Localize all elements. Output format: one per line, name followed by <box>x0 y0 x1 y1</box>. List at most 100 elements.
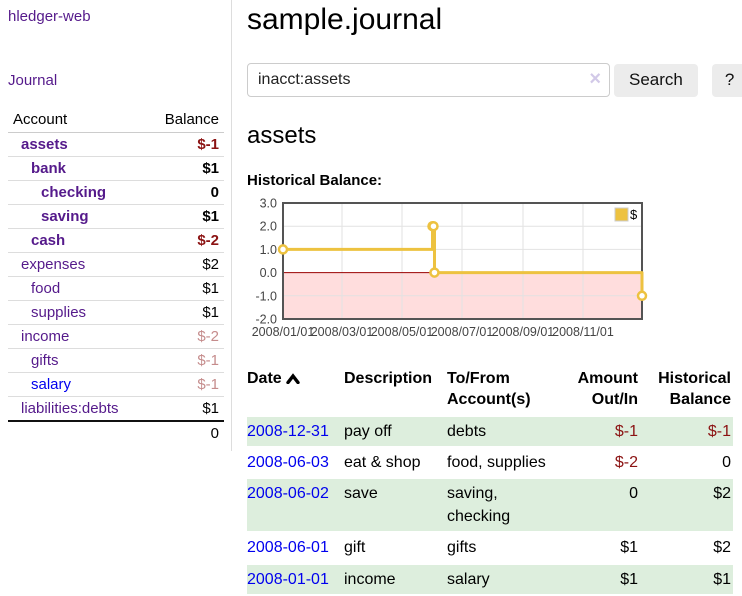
account-link-liabilities-debts[interactable]: liabilities:debts <box>21 400 119 417</box>
search-button[interactable]: Search <box>614 63 698 97</box>
transaction-description: save <box>344 478 447 532</box>
account-balance: $2 <box>144 252 224 277</box>
account-row: bank $1 <box>8 156 224 181</box>
account-balance: $-1 <box>197 136 219 153</box>
register-row: 2008-12-31 pay off debts $-1 $-1 <box>247 416 733 446</box>
account-link-supplies[interactable]: supplies <box>31 304 87 321</box>
register-header-amount: Amount Out/In <box>577 370 638 408</box>
transaction-balance: $2 <box>713 539 731 557</box>
account-balance: $-1 <box>144 348 224 373</box>
register-row: 2008-06-01 gift gifts $1 $2 <box>247 533 733 562</box>
help-button[interactable]: ? <box>711 63 742 97</box>
account-row: assets $-1 <box>8 133 224 157</box>
register-header-date-label: Date <box>247 370 282 387</box>
transaction-amount: $-1 <box>555 416 640 446</box>
search-input-wrap: × <box>247 63 610 97</box>
transaction-balance: $-1 <box>640 416 733 446</box>
account-balance: 0 <box>144 180 224 205</box>
transaction-date-link[interactable]: 2008-12-31 <box>247 422 329 440</box>
account-link-expenses[interactable]: expenses <box>21 256 86 273</box>
page-title: sample.journal <box>247 3 443 36</box>
sidebar: hledger-web Journal Account Balance asse… <box>0 0 232 451</box>
account-link-bank[interactable]: bank <box>31 160 67 177</box>
account-link-income[interactable]: income <box>21 328 70 345</box>
svg-text:0.0: 0.0 <box>260 266 277 280</box>
account-balance: $-2 <box>144 228 224 253</box>
svg-text:$: $ <box>630 207 638 222</box>
account-page-title: assets <box>247 122 317 149</box>
register-row: 2008-06-03 eat & shop food, supplies $-2… <box>247 448 733 477</box>
account-link-assets[interactable]: assets <box>21 136 68 153</box>
accounts-header-account: Account <box>8 108 145 133</box>
account-link-saving[interactable]: saving <box>41 208 89 225</box>
svg-text:1.0: 1.0 <box>260 243 277 257</box>
transaction-balance: $1 <box>640 564 733 594</box>
account-link-gifts[interactable]: gifts <box>31 352 59 369</box>
svg-text:-2.0: -2.0 <box>255 313 277 327</box>
account-link-food[interactable]: food <box>31 280 61 297</box>
search-input[interactable] <box>247 63 610 97</box>
account-row: income $-2 <box>8 324 224 349</box>
accounts-total-balance: 0 <box>144 420 224 445</box>
account-row: supplies $1 <box>8 300 224 325</box>
svg-text:2008/07/01: 2008/07/01 <box>431 325 494 339</box>
accounts-total-row: 0 <box>8 420 224 445</box>
account-link-salary[interactable]: salary <box>31 376 72 393</box>
accounts-table: Account Balance assets $-1 bank $1 check… <box>8 108 224 445</box>
svg-text:2008/05/01: 2008/05/01 <box>371 325 434 339</box>
accounts-header-row: Account Balance <box>8 108 224 133</box>
balance-chart-container: $3.0 2.0 1.0 0.0 -1.0 -2.0 2008/01/01 2008/03/0… <box>247 197 742 344</box>
transaction-accounts: gifts <box>447 539 477 557</box>
account-row: saving $1 <box>8 204 224 229</box>
transaction-balance: $2 <box>640 478 733 532</box>
svg-text:2008/09/01: 2008/09/01 <box>492 325 555 339</box>
account-balance: $1 <box>144 204 224 229</box>
svg-text:2008/01/01: 2008/01/01 <box>252 325 315 339</box>
transaction-date-link[interactable]: 2008-06-01 <box>247 539 329 557</box>
svg-text:3.0: 3.0 <box>260 197 277 211</box>
register-header-date[interactable]: Date <box>247 369 344 415</box>
transaction-amount: $1 <box>555 564 640 594</box>
transaction-accounts: debts <box>447 416 555 446</box>
account-row: liabilities:debts $1 <box>8 396 224 421</box>
transaction-balance: 0 <box>722 453 731 471</box>
account-link-checking[interactable]: checking <box>41 184 107 201</box>
accounts-total-spacer <box>8 420 145 445</box>
account-row: expenses $2 <box>8 252 224 277</box>
sidebar-item-journal[interactable]: Journal <box>8 72 58 89</box>
register-row: 2008-01-01 income salary $1 $1 <box>247 564 733 594</box>
transaction-amount: $-2 <box>614 453 638 471</box>
transaction-description: income <box>344 564 447 594</box>
register-header-description: Description <box>344 370 433 387</box>
transaction-date-link[interactable]: 2008-06-02 <box>247 484 329 502</box>
account-link-cash[interactable]: cash <box>31 232 66 249</box>
transaction-date-link[interactable]: 2008-06-03 <box>247 453 329 471</box>
transaction-amount: $1 <box>620 539 638 557</box>
app-title-link[interactable]: hledger-web <box>8 8 91 25</box>
svg-text:2008/03/01: 2008/03/01 <box>311 325 374 339</box>
transaction-date-link[interactable]: 2008-01-01 <box>247 570 329 588</box>
register-table: Date Description To/From Account(s) Amou… <box>247 367 733 596</box>
search-bar: × Search ? <box>247 63 742 97</box>
account-row: food $1 <box>8 276 224 301</box>
account-balance: $1 <box>144 276 224 301</box>
accounts-header-balance: Balance <box>144 108 224 133</box>
balance-chart: $3.0 2.0 1.0 0.0 -1.0 -2.02008/01/012008/03/0… <box>252 197 648 339</box>
clear-search-icon[interactable]: × <box>589 68 601 90</box>
register-row: 2008-06-02 save saving, checking 0 $2 <box>247 478 733 532</box>
sort-ascending-icon <box>285 373 300 385</box>
transaction-accounts: food, supplies <box>447 453 546 471</box>
transaction-accounts: salary <box>447 564 555 594</box>
account-balance: $-2 <box>144 324 224 349</box>
transaction-description: eat & shop <box>344 453 421 471</box>
account-row: cash $-2 <box>8 228 224 253</box>
register-header-balance: Historical Balance <box>658 370 731 408</box>
chart-title: Historical Balance: <box>247 172 383 189</box>
transaction-amount: 0 <box>555 478 640 532</box>
svg-text:2008/11/01: 2008/11/01 <box>552 325 614 339</box>
svg-text:2.0: 2.0 <box>260 220 277 234</box>
svg-text:-1.0: -1.0 <box>255 289 277 303</box>
register-header-accounts: To/From Account(s) <box>447 370 531 408</box>
main-content: sample.journal × Search ? assets Histori… <box>232 0 742 596</box>
